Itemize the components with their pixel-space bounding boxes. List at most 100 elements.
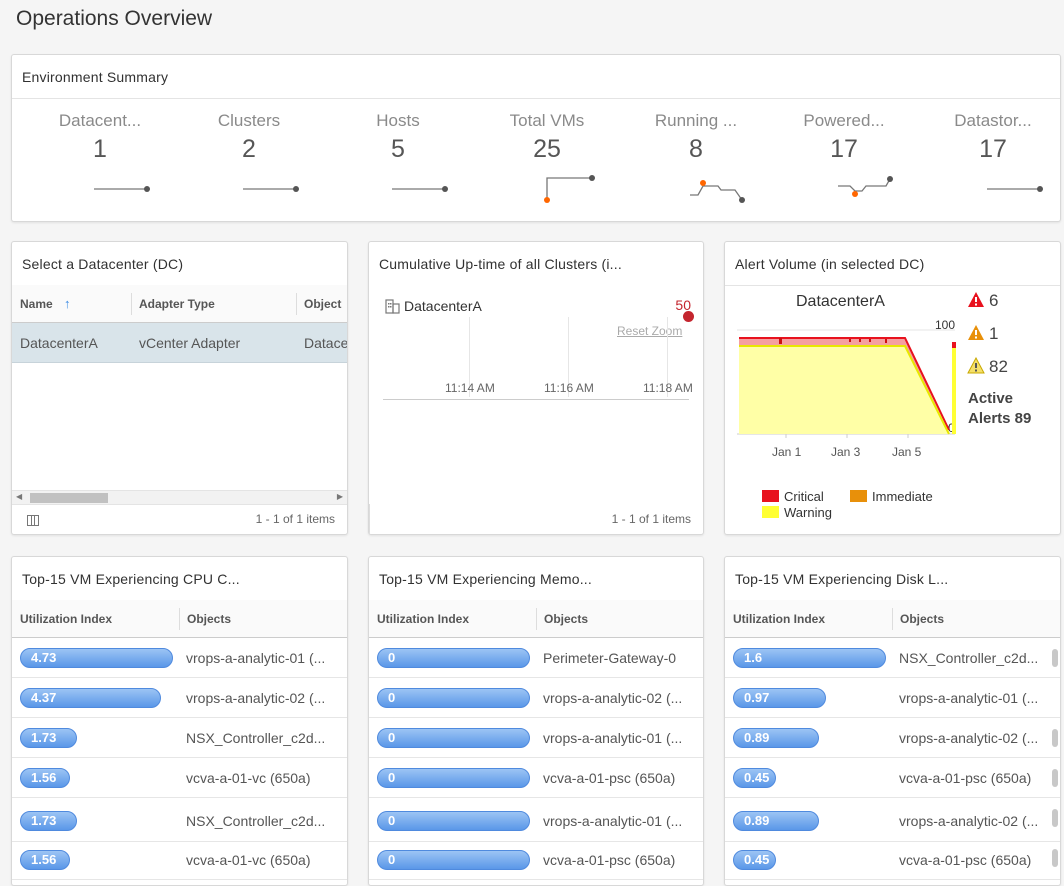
building-icon [385,298,400,314]
horizontal-scrollbar[interactable]: ◀ ▶ [12,490,347,504]
legend-critical-swatch [762,490,779,502]
table-row[interactable]: 0.97 vrops-a-analytic-01 (... [725,678,1060,718]
object-name[interactable]: vcva-a-01-psc (650a) [543,770,676,786]
critical-alert-icon [968,292,984,307]
utilization-bar: 4.73 [20,648,173,668]
object-name[interactable]: vcva-a-01-psc (650a) [899,852,1032,868]
column-header-adapter-type[interactable]: Adapter Type [139,297,215,311]
table-row[interactable]: 1.56 vcva-a-01-vc (650a) [12,758,347,798]
table-row[interactable]: 0 vrops-a-analytic-02 (... [369,678,703,718]
sparkline-marker [852,191,858,197]
table-row[interactable]: 0 vcva-a-01-psc (650a) [369,840,703,880]
sort-ascending-icon[interactable]: ↑ [64,296,71,311]
sparkline [838,178,891,192]
scroll-right-icon[interactable]: ▶ [336,492,343,501]
object-name[interactable]: NSX_Controller_c2d... [899,650,1039,666]
object-name[interactable]: vrops-a-analytic-01 (... [186,650,326,666]
table-row[interactable]: DatacenterA vCenter Adapter Datace [12,323,347,363]
card-title: Top-15 VM Experiencing Memo... [379,571,592,587]
grid-header: Utilization Index Objects [725,600,1060,638]
datacenter-select-card: Select a Datacenter (DC) Name ↑ Adapter … [11,241,348,535]
table-row[interactable]: 4.73 vrops-a-analytic-01 (... [12,638,347,678]
summary-item[interactable]: Datacent... 1 [40,111,160,164]
table-row[interactable]: 1.56 vcva-a-01-vc (650a) [12,840,347,880]
table-row[interactable]: 0 vrops-a-analytic-01 (... [369,800,703,842]
x-label: Jan 5 [892,445,922,459]
object-name[interactable]: vrops-a-analytic-02 (... [543,690,683,706]
sparkline [690,185,743,201]
object-name[interactable]: vcva-a-01-psc (650a) [543,852,676,868]
utilization-bar: 1.6 [733,648,886,668]
object-name[interactable]: vcva-a-01-vc (650a) [186,852,311,868]
table-row[interactable]: 0 vcva-a-01-psc (650a) [369,758,703,798]
sparkline-endpoint [293,186,299,192]
object-name[interactable]: vrops-a-analytic-01 (... [543,730,683,746]
object-name[interactable]: vrops-a-analytic-02 (... [899,730,1039,746]
table-row[interactable]: 0.45 vcva-a-01-psc (650a) [725,840,1060,880]
reset-zoom-button[interactable]: Reset Zoom [617,324,683,338]
legend-critical-label[interactable]: Critical [784,489,824,504]
column-header-utilization[interactable]: Utilization Index [377,612,470,626]
column-header-object[interactable]: Object [304,297,342,311]
object-name[interactable]: NSX_Controller_c2d... [186,730,326,746]
table-row[interactable]: 0 Perimeter-Gateway-0 [369,638,703,678]
scroll-left-icon[interactable]: ◀ [16,492,23,501]
summary-item[interactable]: Hosts 5 [338,111,458,164]
table-row[interactable]: 0.89 vrops-a-analytic-02 (... [725,718,1060,758]
utilization-bar: 0 [377,688,530,708]
table-row[interactable]: 1.73 NSX_Controller_c2d... [12,800,347,842]
object-name[interactable]: vrops-a-analytic-02 (... [186,690,326,706]
row-scroll-indicator[interactable] [1052,729,1058,747]
card-title: Top-15 VM Experiencing CPU C... [22,571,240,587]
object-name[interactable]: vrops-a-analytic-01 (... [543,813,683,829]
table-row[interactable]: 0.89 vrops-a-analytic-02 (... [725,800,1060,842]
row-scroll-indicator[interactable] [1052,649,1058,667]
utilization-bar: 1.73 [20,811,77,831]
utilization-bar: 0 [377,648,530,668]
cpu-contention-card: Top-15 VM Experiencing CPU C... Utilizat… [11,556,348,886]
utilization-bar: 0.97 [733,688,826,708]
active-alerts-total: Alerts 89 [968,410,1032,427]
summary-value: 2 [242,135,256,163]
object-name[interactable]: vrops-a-analytic-02 (... [899,813,1039,829]
row-scroll-indicator[interactable] [1052,769,1058,787]
table-row[interactable]: 1.6 NSX_Controller_c2d... [725,638,1060,678]
table-row[interactable]: 0.45 vcva-a-01-psc (650a) [725,758,1060,798]
utilization-bar: 0 [377,768,530,788]
scrollbar-thumb[interactable] [30,493,108,503]
utilization-bar: 1.56 [20,850,70,870]
summary-item[interactable]: Powered... 17 [784,111,904,164]
row-scroll-indicator[interactable] [1052,849,1058,867]
utilization-bar: 0 [377,811,530,831]
summary-item[interactable]: Datastor... 17 [933,111,1053,164]
object-name[interactable]: vcva-a-01-psc (650a) [899,770,1032,786]
x-axis [383,399,689,400]
table-row[interactable]: 4.37 vrops-a-analytic-02 (... [12,678,347,718]
object-name[interactable]: NSX_Controller_c2d... [186,813,326,829]
column-toggle-icon[interactable] [27,515,39,526]
active-alerts-label: Active [968,390,1014,407]
object-name[interactable]: vcva-a-01-vc (650a) [186,770,311,786]
card-title: Cumulative Up-time of all Clusters (i... [379,256,622,272]
column-header-objects[interactable]: Objects [900,612,945,626]
summary-item[interactable]: Running ... 8 [636,111,756,164]
column-header-objects[interactable]: Objects [187,612,232,626]
grid-line [568,317,569,397]
immediate-alert-icon [968,325,984,340]
table-row[interactable]: 0 vrops-a-analytic-01 (... [369,718,703,758]
table-row[interactable]: 1.73 NSX_Controller_c2d... [12,718,347,758]
object-name[interactable]: Perimeter-Gateway-0 [543,650,677,666]
row-scroll-indicator[interactable] [1052,809,1058,827]
column-header-utilization[interactable]: Utilization Index [733,612,826,626]
legend-immediate-label[interactable]: Immediate [872,489,933,504]
column-header-utilization[interactable]: Utilization Index [20,612,113,626]
disk-latency-card: Top-15 VM Experiencing Disk L... Utiliza… [724,556,1061,886]
column-header-name[interactable]: Name ↑ [12,285,132,323]
summary-item[interactable]: Clusters 2 [189,111,309,164]
summary-item[interactable]: Total VMs 25 [487,111,607,164]
x-label: Jan 3 [831,445,861,459]
column-header-objects[interactable]: Objects [544,612,589,626]
object-name[interactable]: vrops-a-analytic-01 (... [899,690,1039,706]
legend-warning-label[interactable]: Warning [784,505,832,520]
utilization-bar: 1.73 [20,728,77,748]
